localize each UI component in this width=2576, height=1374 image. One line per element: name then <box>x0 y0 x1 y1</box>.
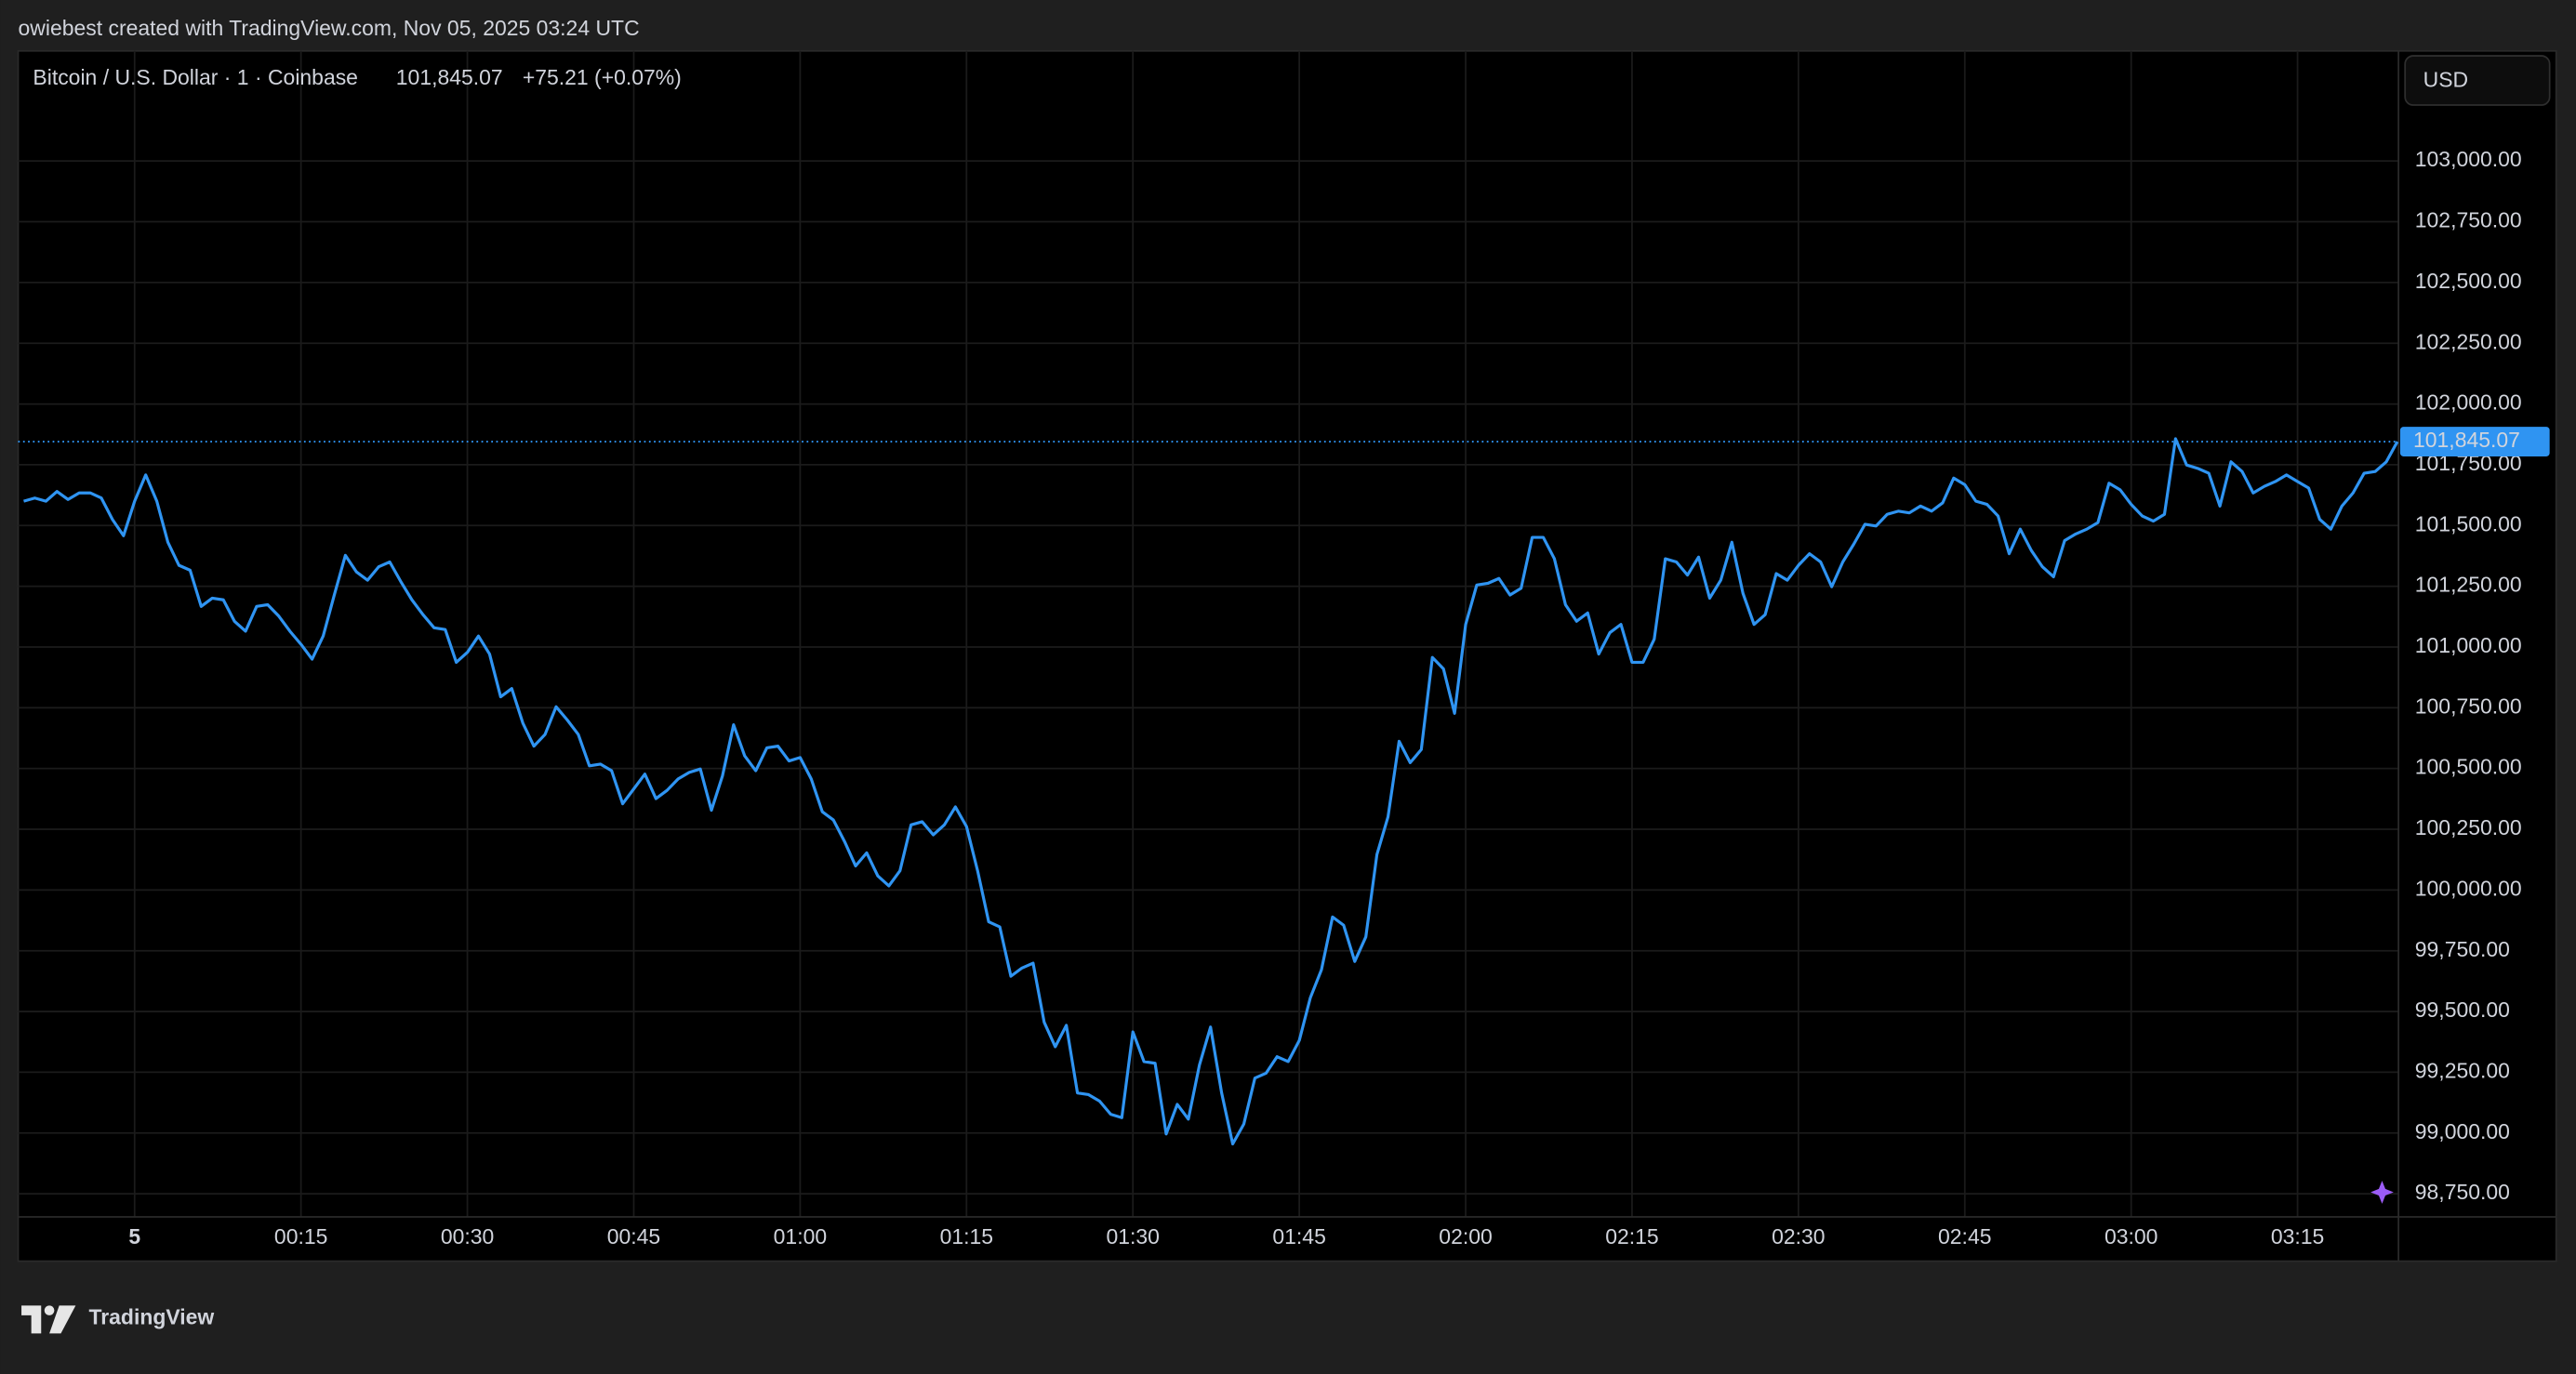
currency-button[interactable] <box>2404 55 2551 106</box>
y-tick-label: 102,250.00 <box>2415 329 2522 353</box>
y-tick-label: 102,750.00 <box>2415 208 2522 232</box>
attribution: owiebest created with TradingView.com, N… <box>19 16 640 40</box>
y-tick-label: 102,000.00 <box>2415 390 2522 415</box>
price-line <box>23 437 2399 1146</box>
x-tick-label: 01:30 <box>1106 1224 1159 1248</box>
y-tick-label: 100,250.00 <box>2415 815 2522 839</box>
x-tick-label: 03:15 <box>2271 1224 2324 1248</box>
chart-panel <box>17 49 2557 1262</box>
x-tick-label: 00:15 <box>274 1224 327 1248</box>
last-price-tag <box>2399 427 2550 456</box>
y-tick-label: 103,000.00 <box>2415 147 2522 171</box>
header-price: 101,845.07 <box>396 65 503 89</box>
x-tick-label: 01:15 <box>940 1224 993 1248</box>
x-tick-label: 02:45 <box>1938 1224 1991 1248</box>
sparkle-icon <box>2370 1181 2394 1204</box>
y-tick-label: 99,500.00 <box>2415 997 2510 1022</box>
x-tick-label: 00:45 <box>607 1224 660 1248</box>
y-tick-label: 101,500.00 <box>2415 511 2522 535</box>
plot <box>18 437 2399 1146</box>
x-tick-label: 5 <box>128 1224 140 1248</box>
x-tick-label: 00:30 <box>441 1224 494 1248</box>
grid <box>18 50 2399 1217</box>
x-tick-label: 02:00 <box>1439 1224 1492 1248</box>
y-tick-label: 102,500.00 <box>2415 269 2522 293</box>
x-tick-label: 01:00 <box>774 1224 827 1248</box>
header-change: +75.21 (+0.07%) <box>523 65 682 89</box>
chart-title: Bitcoin / U.S. Dollar · 1 · Coinbase <box>33 65 358 89</box>
x-tick-label: 02:15 <box>1605 1224 1658 1248</box>
brand-name: TradingView <box>88 1305 214 1329</box>
x-tick-label: 02:30 <box>1772 1224 1825 1248</box>
y-tick-label: 99,000.00 <box>2415 1119 2510 1143</box>
brand-logo <box>21 1305 76 1334</box>
logo-mark <box>21 1305 42 1334</box>
last-price-label: 101,845.07 <box>2413 428 2520 452</box>
y-tick-label: 100,750.00 <box>2415 694 2522 718</box>
sparkle <box>2370 1181 2394 1204</box>
y-tick-label: 101,250.00 <box>2415 573 2522 597</box>
y-tick-label: 100,000.00 <box>2415 876 2522 900</box>
y-tick-label: 99,750.00 <box>2415 937 2510 961</box>
x-tick-label: 01:45 <box>1272 1224 1325 1248</box>
logo-slash <box>49 1305 76 1334</box>
axes: 98,750.00 99,000.00 99,250.00 99,500.00 99,7… <box>128 147 2550 1248</box>
logo-dot <box>44 1305 55 1315</box>
y-tick-label: 100,500.00 <box>2415 755 2522 779</box>
y-tick-label: 99,250.00 <box>2415 1058 2510 1082</box>
currency-label[interactable]: USD <box>2423 68 2468 92</box>
y-tick-label: 101,000.00 <box>2415 633 2522 657</box>
x-tick-label: 03:00 <box>2105 1224 2158 1248</box>
y-tick-label: 98,750.00 <box>2415 1180 2510 1204</box>
